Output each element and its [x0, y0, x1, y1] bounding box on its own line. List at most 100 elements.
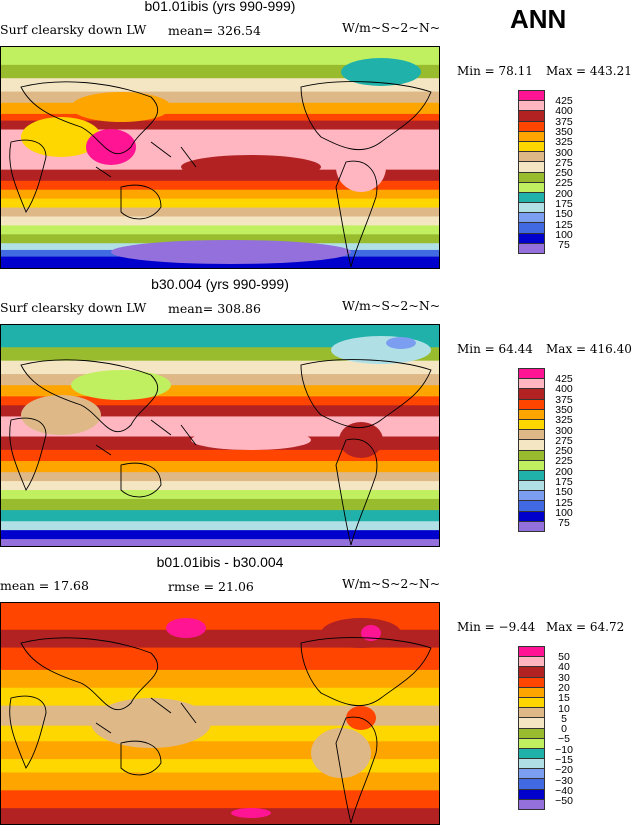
colorbar-label: 275 [555, 156, 573, 169]
contour-band [1, 647, 439, 671]
contour-band [1, 374, 439, 387]
colorbar-label: −15 [555, 754, 573, 766]
contour-region [341, 58, 421, 86]
contour-band [1, 91, 439, 104]
colorbar-swatch [518, 520, 545, 532]
field-label: mean = 17.68 [0, 578, 89, 593]
field-label: Surf clearsky down LW [0, 300, 147, 315]
colorbar-label: 100 [555, 506, 573, 519]
contour-band [1, 472, 439, 483]
colorbar-swatch [518, 798, 545, 810]
colorbar-label: 15 [558, 692, 570, 705]
contour-band [1, 347, 439, 362]
colorbar [518, 90, 545, 254]
colorbar-label: −50 [555, 795, 573, 808]
colorbar-swatch [518, 242, 545, 254]
stat-label: mean= 326.54 [168, 23, 261, 38]
contour-band [1, 510, 439, 523]
colorbar-label: 0 [561, 723, 567, 736]
colorbar-label: 375 [555, 115, 573, 128]
contour-band [1, 225, 439, 236]
colorbar-label: −10 [555, 743, 573, 756]
contour-band [1, 687, 439, 707]
contour-band [1, 808, 439, 824]
coastlines [9, 359, 432, 546]
colorbar-label: 10 [558, 702, 570, 715]
contour-region [166, 618, 206, 638]
contour-region [21, 395, 101, 435]
colorbar-label: 375 [555, 393, 573, 406]
colorbar-label: 425 [555, 373, 573, 385]
contour-band [1, 461, 439, 474]
colorbar-label: −30 [555, 774, 573, 787]
colorbar-label: 125 [555, 496, 573, 509]
contour-band [1, 772, 439, 792]
units-label: W/m~S~2~N~ [342, 298, 441, 313]
colorbar-label: 150 [555, 486, 573, 499]
colorbar-label: 300 [555, 424, 573, 437]
contour-band [1, 530, 439, 541]
contour-region [361, 625, 381, 641]
contour-band [1, 725, 439, 743]
contour-band [1, 396, 439, 407]
panel-title: b30.004 (yrs 990-999) [151, 276, 289, 292]
contour-region [71, 370, 171, 400]
max-value: Max = 64.72 [546, 620, 625, 634]
contour-band [1, 47, 439, 66]
coastlines [9, 637, 432, 824]
contour-region [311, 728, 371, 778]
colorbar-label: 75 [558, 239, 570, 252]
contour-band [1, 405, 439, 418]
colorbar-label: 225 [555, 177, 573, 190]
coastlines [9, 81, 432, 268]
contour-band [1, 669, 439, 689]
contour-band [1, 189, 439, 200]
colorbar-label: 400 [555, 383, 573, 396]
contour-band [1, 78, 439, 93]
contour-region [86, 129, 136, 165]
colorbar-label: 400 [555, 105, 573, 118]
contour-band [1, 102, 439, 115]
colorbar-label: 300 [555, 146, 573, 159]
contour-region [181, 155, 321, 179]
season-label: ANN [510, 4, 567, 34]
colorbar-label: 225 [555, 455, 573, 468]
colorbar [518, 368, 545, 532]
contour-band [1, 120, 439, 131]
field-label: Surf clearsky down LW [0, 22, 147, 37]
max-value: Max = 416.40 [546, 342, 632, 356]
colorbar-label: −40 [555, 784, 573, 797]
contour-band [1, 416, 439, 438]
contour-map [0, 46, 440, 269]
colorbar-label: 175 [555, 198, 573, 210]
colorbar [518, 646, 545, 810]
contour-map [0, 324, 440, 547]
contour-band [1, 113, 439, 122]
colorbar-label: 350 [555, 403, 573, 416]
max-value: Max = 443.21 [546, 64, 632, 78]
contour-band [1, 325, 439, 349]
colorbar-label: 250 [555, 167, 573, 180]
contour-band [1, 64, 439, 80]
contour-band [1, 234, 439, 245]
contour-band [1, 180, 439, 191]
contour-band [1, 490, 439, 500]
colorbar-label: 175 [555, 476, 573, 488]
colorbar-label: 30 [558, 671, 570, 684]
colorbar-label: 5 [561, 712, 567, 725]
contour-region [191, 430, 311, 450]
contour-band [1, 498, 439, 512]
contour-region [91, 698, 211, 748]
colorbar-label: −5 [558, 733, 570, 746]
colorbar-label: 125 [555, 218, 573, 231]
contour-band [1, 481, 439, 492]
contour-band [1, 216, 439, 227]
contour-region [336, 142, 386, 192]
contour-band [1, 449, 439, 463]
min-value: Min = 64.44 [457, 342, 533, 356]
contour-region [231, 808, 271, 818]
units-label: W/m~S~2~N~ [342, 576, 441, 591]
colorbar-label: 325 [555, 414, 573, 427]
contour-band [1, 521, 439, 532]
contour-band [1, 790, 439, 810]
